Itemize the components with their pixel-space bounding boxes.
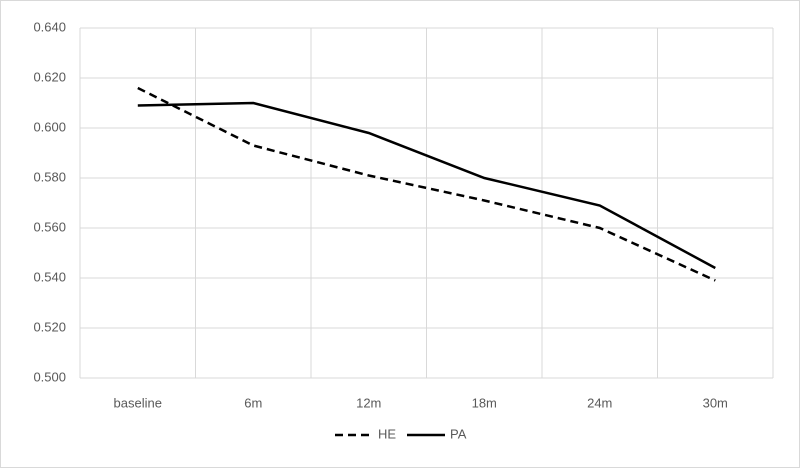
y-tick-label: 0.520 xyxy=(33,319,66,334)
x-tick-label: 18m xyxy=(472,395,497,410)
x-tick-label: baseline xyxy=(114,395,162,410)
y-tick-label: 0.500 xyxy=(33,369,66,384)
x-tick-label: 30m xyxy=(703,395,728,410)
y-tick-label: 0.580 xyxy=(33,169,66,184)
x-tick-label: 6m xyxy=(244,395,262,410)
legend-label: HE xyxy=(378,426,396,441)
series-line xyxy=(137,101,716,270)
y-tick-label: 0.600 xyxy=(33,119,66,134)
y-tick-label: 0.620 xyxy=(33,69,66,84)
series-line xyxy=(137,86,716,282)
legend-label: PA xyxy=(450,426,467,441)
x-tick-label: 12m xyxy=(356,395,381,410)
x-tick-label: 24m xyxy=(587,395,612,410)
y-tick-label: 0.640 xyxy=(33,19,66,34)
y-tick-label: 0.540 xyxy=(33,269,66,284)
y-tick-label: 0.560 xyxy=(33,219,66,234)
